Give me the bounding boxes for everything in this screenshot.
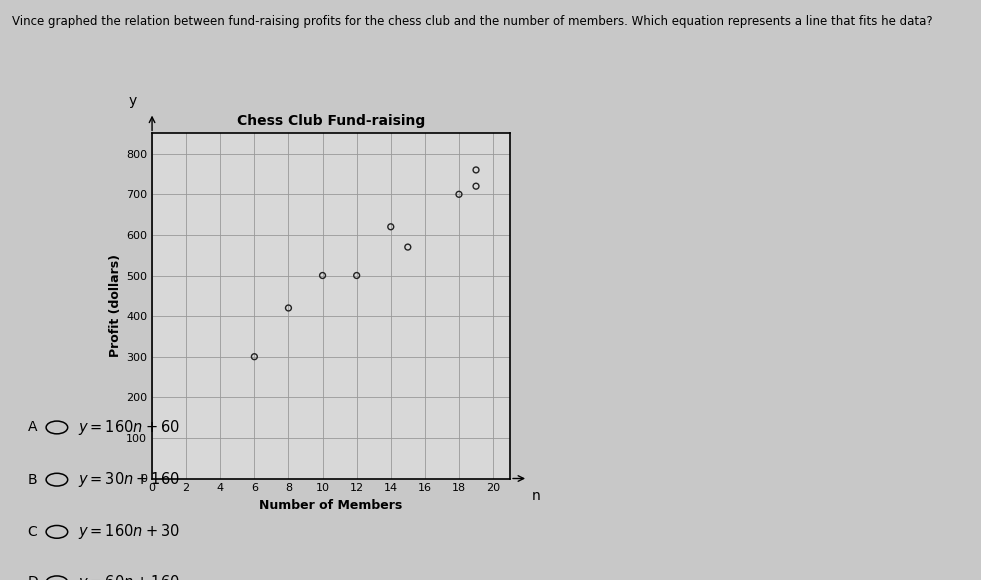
- Point: [349, 271, 365, 280]
- Text: $y = 160n + 60$: $y = 160n + 60$: [78, 418, 181, 437]
- Y-axis label: Profit (dollars): Profit (dollars): [109, 255, 122, 357]
- Title: Chess Club Fund-raising: Chess Club Fund-raising: [237, 114, 425, 128]
- Point: [468, 165, 484, 175]
- Point: [400, 242, 416, 252]
- Text: A: A: [27, 420, 37, 434]
- Text: C: C: [27, 525, 37, 539]
- Text: $y = 30n + 160$: $y = 30n + 160$: [78, 470, 181, 489]
- Point: [468, 182, 484, 191]
- Point: [315, 271, 331, 280]
- Text: y: y: [129, 93, 136, 107]
- Text: n: n: [532, 489, 541, 503]
- Text: $y = 60n + 160$: $y = 60n + 160$: [78, 573, 181, 580]
- Point: [451, 190, 467, 199]
- Point: [246, 352, 262, 361]
- Text: D: D: [27, 575, 38, 580]
- Text: Vince graphed the relation between fund-raising profits for the chess club and t: Vince graphed the relation between fund-…: [12, 14, 932, 27]
- Point: [383, 222, 398, 231]
- X-axis label: Number of Members: Number of Members: [259, 499, 403, 512]
- Point: [281, 303, 296, 313]
- Text: $y = 160n + 30$: $y = 160n + 30$: [78, 523, 181, 541]
- Text: B: B: [27, 473, 37, 487]
